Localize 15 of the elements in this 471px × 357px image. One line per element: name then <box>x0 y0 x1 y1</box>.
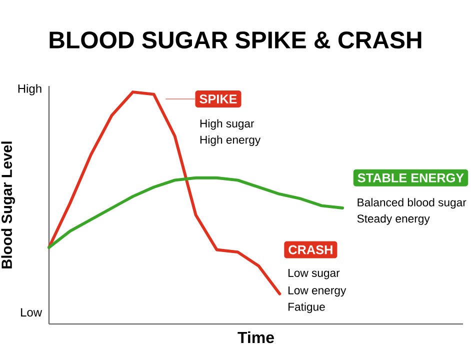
text: Steady energy <box>357 214 430 225</box>
annotation: High energy <box>200 135 261 146</box>
x-axis-title: Time <box>238 331 274 344</box>
y-axis-title: Blood Sugar Level <box>1 142 15 268</box>
annotation: Low energy <box>288 286 346 297</box>
annotation: High sugar <box>200 119 254 130</box>
annotation: High <box>18 84 42 96</box>
text: STABLE ENERGY <box>358 173 464 182</box>
annotation: Low <box>21 308 42 317</box>
chart-title: BLOOD SUGAR SPIKE & CRASH <box>50 31 422 48</box>
annotation: CRASH <box>288 245 332 254</box>
annotation: Fatigue <box>288 302 325 314</box>
text: Balanced blood sugar <box>358 198 466 209</box>
annotation: SPIKE <box>200 94 237 104</box>
annotation: Low sugar <box>288 269 340 280</box>
